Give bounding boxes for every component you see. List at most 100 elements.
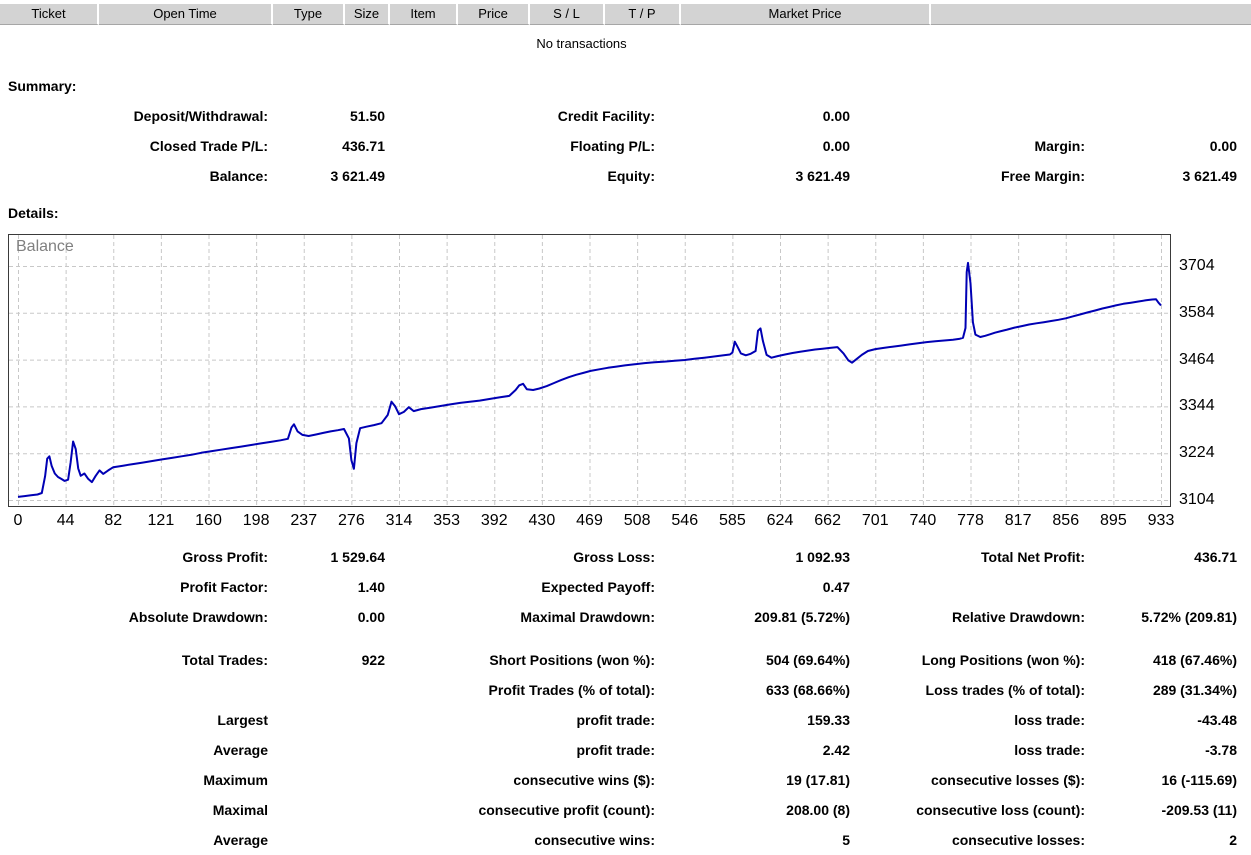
stat-label: Long Positions (won %): bbox=[921, 652, 1085, 668]
no-transactions-message: No transactions bbox=[536, 36, 627, 51]
x-axis-label: 82 bbox=[104, 512, 123, 529]
stat-label: Absolute Drawdown: bbox=[128, 609, 268, 625]
stat-label: loss trade: bbox=[1014, 712, 1085, 728]
stat-row: Balance: 3 621.49 Equity: 3 621.49 Free Marg… bbox=[0, 161, 1251, 191]
stat-value: 159.33 bbox=[807, 712, 850, 728]
stat-value: 1 092.93 bbox=[795, 549, 851, 565]
stat-label: profit trade: bbox=[576, 742, 655, 758]
column-header-t-p[interactable]: T / P bbox=[605, 4, 681, 25]
stat-row: Profit Factor: 1.40 Expected Payoff: 0.47 bbox=[0, 572, 1251, 602]
column-header-open-time[interactable]: Open Time bbox=[99, 4, 273, 25]
stats-rows: Gross Profit: 1 529.64 Gross Loss: 1 092.93… bbox=[0, 542, 1251, 855]
stat-row: Average profit trade: 2.42 loss trade: -3.78 bbox=[0, 735, 1251, 765]
x-axis-label: 585 bbox=[719, 512, 746, 529]
stat-value: -209.53 (11) bbox=[1161, 802, 1238, 818]
stat-label: Loss trades (% of total): bbox=[925, 682, 1085, 698]
summary-title: Summary: bbox=[8, 78, 77, 94]
stat-label: Average bbox=[213, 832, 268, 848]
stat-label: Closed Trade P/L: bbox=[149, 138, 268, 154]
stat-value: 0.00 bbox=[822, 138, 850, 154]
stat-value: 5 bbox=[842, 832, 850, 848]
y-axis-label: 3104 bbox=[1179, 491, 1215, 508]
stat-label: consecutive profit (count): bbox=[478, 802, 655, 818]
stat-value: 436.71 bbox=[1194, 549, 1237, 565]
x-axis-label: 778 bbox=[957, 512, 984, 529]
stat-value: 436.71 bbox=[342, 138, 385, 154]
stat-label: consecutive losses ($): bbox=[930, 772, 1085, 788]
stat-label: Total Net Profit: bbox=[981, 549, 1085, 565]
column-header-ticket[interactable]: Ticket bbox=[0, 4, 99, 25]
stat-label: Gross Loss: bbox=[573, 549, 655, 565]
stat-label: Maximal Drawdown: bbox=[520, 609, 655, 625]
column-header-price[interactable]: Price bbox=[458, 4, 530, 25]
stat-label: loss trade: bbox=[1014, 742, 1085, 758]
stat-value: 1.40 bbox=[357, 579, 385, 595]
x-axis-label: 701 bbox=[861, 512, 889, 529]
x-axis-label: 430 bbox=[528, 512, 556, 529]
stat-label: consecutive wins: bbox=[534, 832, 655, 848]
stat-row: Gross Profit: 1 529.64 Gross Loss: 1 092.93… bbox=[0, 542, 1251, 572]
x-axis-label: 392 bbox=[480, 512, 508, 529]
stat-row: Maximum consecutive wins ($): 19 (17.81) co… bbox=[0, 765, 1251, 795]
stat-label: consecutive wins ($): bbox=[513, 772, 655, 788]
stat-label: Margin: bbox=[1034, 138, 1085, 154]
column-header-item[interactable]: Item bbox=[390, 4, 458, 25]
stat-value: 1 529.64 bbox=[330, 549, 386, 565]
column-header-size[interactable]: Size bbox=[345, 4, 390, 25]
x-axis-label: 817 bbox=[1004, 512, 1032, 529]
x-axis-label: 895 bbox=[1100, 512, 1127, 529]
x-axis-label: 740 bbox=[909, 512, 937, 529]
stat-row: Absolute Drawdown: 0.00 Maximal Drawdown: 2… bbox=[0, 602, 1251, 632]
x-axis-label: 0 bbox=[13, 512, 23, 529]
stat-row: Closed Trade P/L: 436.71 Floating P/L: 0.00… bbox=[0, 131, 1251, 161]
x-axis-label: 237 bbox=[290, 512, 318, 529]
stat-value: 2.42 bbox=[822, 742, 850, 758]
column-header-type[interactable]: Type bbox=[273, 4, 345, 25]
y-axis-label: 3464 bbox=[1179, 350, 1215, 368]
stat-value: 418 (67.46%) bbox=[1152, 652, 1237, 668]
stat-label: Deposit/Withdrawal: bbox=[133, 108, 268, 124]
stat-value: -43.48 bbox=[1197, 712, 1237, 728]
stat-value: 2 bbox=[1229, 832, 1237, 848]
stat-label: Floating P/L: bbox=[570, 138, 655, 154]
x-axis-label: 44 bbox=[56, 512, 75, 529]
x-axis-label: 856 bbox=[1052, 512, 1080, 529]
stat-row: Largest profit trade: 159.33 loss trade: -43… bbox=[0, 705, 1251, 735]
stat-value: 16 (-115.69) bbox=[1161, 772, 1238, 788]
stat-value: 0.00 bbox=[1209, 138, 1237, 154]
stat-label: Maximum bbox=[203, 772, 268, 788]
stat-label: Expected Payoff: bbox=[541, 579, 655, 595]
x-axis-label: 160 bbox=[195, 512, 222, 529]
stat-row: Maximal consecutive profit (count): 208.00… bbox=[0, 795, 1251, 825]
stat-label: consecutive loss (count): bbox=[916, 802, 1085, 818]
stat-label: Credit Facility: bbox=[557, 108, 655, 124]
stat-label: Average bbox=[213, 742, 268, 758]
balance-line-chart-svg bbox=[9, 235, 1170, 506]
stat-label: Balance: bbox=[209, 168, 268, 184]
stat-value: 208.00 (8) bbox=[786, 802, 850, 818]
stat-value: -3.78 bbox=[1205, 742, 1237, 758]
balance-chart: Balance 3104 3224 3344 3464 3584 3704 0 44 82 12… bbox=[8, 234, 1248, 536]
stat-row: Deposit/Withdrawal: 51.50 Credit Facility:… bbox=[0, 101, 1251, 131]
y-axis-label: 3584 bbox=[1179, 303, 1215, 321]
stat-label: Profit Trades (% of total): bbox=[488, 682, 655, 698]
x-axis-label: 662 bbox=[814, 512, 841, 529]
stat-label: Short Positions (won %): bbox=[489, 652, 655, 668]
x-axis-label: 198 bbox=[242, 512, 270, 529]
y-axis-label: 3224 bbox=[1179, 444, 1215, 462]
stat-label: Profit Factor: bbox=[180, 579, 268, 595]
column-header-market-price[interactable]: Market Price bbox=[681, 4, 931, 25]
x-axis-label: 469 bbox=[576, 512, 603, 529]
stat-value: 51.50 bbox=[349, 108, 385, 124]
stat-label: Gross Profit: bbox=[182, 549, 268, 565]
stat-value: 5.72% (209.81) bbox=[1141, 609, 1237, 625]
stat-value: 0.47 bbox=[822, 579, 850, 595]
stat-value: 19 (17.81) bbox=[786, 772, 850, 788]
chart-plot-area: Balance bbox=[8, 234, 1171, 507]
stat-value: 3 621.49 bbox=[795, 168, 851, 184]
column-header-s-l[interactable]: S / L bbox=[530, 4, 605, 25]
column-header-empty[interactable] bbox=[931, 4, 1251, 25]
stat-label: Largest bbox=[217, 712, 268, 728]
y-axis-label: 3344 bbox=[1179, 397, 1215, 415]
